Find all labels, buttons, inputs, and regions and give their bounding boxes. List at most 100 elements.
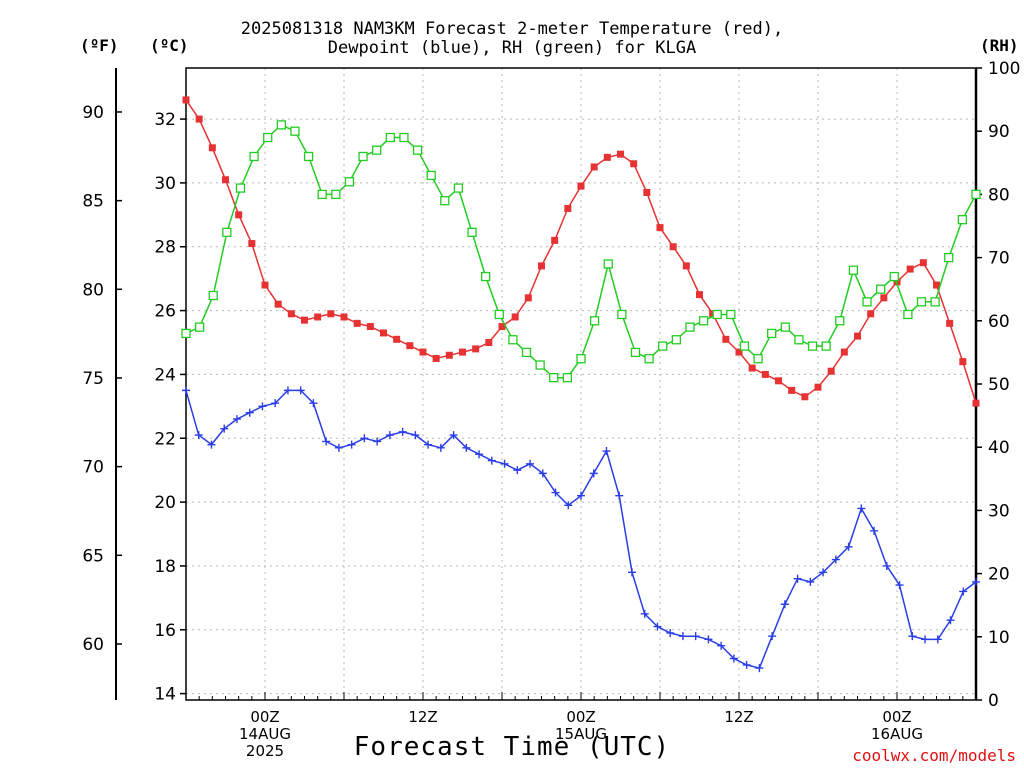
data-point [445, 351, 453, 359]
data-point [331, 189, 341, 200]
data-point [235, 211, 243, 219]
data-point [334, 443, 343, 452]
data-point [449, 431, 458, 440]
data-point [296, 386, 305, 395]
data-point [627, 568, 636, 577]
rh-tick-label: 50 [988, 375, 1010, 395]
data-point [207, 440, 216, 449]
data-point [729, 654, 738, 663]
data-point [432, 354, 440, 362]
data-point [406, 342, 414, 350]
celsius-tick-label: 24 [154, 365, 176, 385]
data-point [889, 271, 899, 282]
data-point [500, 459, 509, 468]
celsius-tick-label: 28 [154, 238, 176, 258]
x-tick-label: 12Z [408, 708, 437, 726]
data-point [698, 316, 709, 326]
data-point [755, 664, 764, 673]
rh-tick-label: 100 [988, 59, 1020, 79]
data-point [844, 542, 853, 551]
data-point [424, 440, 433, 449]
data-point [735, 348, 743, 356]
fahrenheit-tick-label: 60 [82, 635, 104, 655]
data-point [194, 431, 203, 440]
data-point [222, 176, 229, 184]
data-point [498, 323, 506, 331]
data-point [959, 358, 967, 366]
data-point [283, 386, 292, 395]
data-point [748, 364, 756, 372]
data-point [862, 297, 872, 307]
plot-frame [185, 67, 977, 701]
data-point [880, 294, 888, 302]
data-point [933, 635, 942, 644]
data-point [562, 373, 573, 383]
data-point [946, 319, 954, 327]
rh-tick-label: 60 [988, 312, 1010, 332]
data-point [691, 632, 700, 641]
celsius-tick-label: 32 [154, 110, 176, 130]
data-point [590, 163, 598, 171]
data-point [946, 616, 955, 625]
celsius-axis-unit: (ºC) [150, 36, 189, 55]
fahrenheit-tick-label: 80 [82, 280, 104, 300]
data-point [685, 322, 695, 332]
data-point [222, 227, 232, 237]
data-point [895, 581, 904, 590]
credit-text: coolwx.com/models [852, 746, 1016, 765]
data-point [780, 322, 790, 332]
data-point [549, 373, 559, 383]
data-point [182, 96, 190, 104]
data-point [908, 632, 917, 641]
data-point [867, 310, 875, 318]
data-point [426, 170, 436, 181]
data-point [656, 224, 664, 232]
data-point [577, 182, 585, 190]
data-point [487, 456, 496, 465]
x-tick-label: 14AUG [239, 725, 291, 743]
celsius-tick-label: 16 [154, 621, 176, 641]
x-axis-label: Forecast Time (UTC) [353, 732, 671, 762]
rh-tick-label: 90 [988, 122, 1010, 142]
data-point [309, 399, 318, 408]
data-point [972, 399, 980, 407]
rh-tick-label: 40 [988, 438, 1010, 458]
data-point [314, 313, 322, 321]
data-point [761, 370, 769, 378]
x-tick-label: 12Z [724, 708, 753, 726]
x-tick-label: 2025 [246, 742, 284, 760]
chart-title-line-1: 2025081318 NAM3KM Forecast 2-meter Tempe… [240, 19, 784, 39]
data-point [301, 316, 308, 324]
data-point [704, 635, 713, 644]
data-point [511, 313, 519, 321]
data-point [526, 459, 535, 468]
data-point [726, 309, 736, 320]
data-point [551, 236, 559, 244]
data-point [303, 151, 314, 162]
data-point [919, 259, 927, 267]
data-point [576, 354, 586, 364]
data-point [775, 377, 782, 385]
data-point [436, 443, 445, 452]
data-point [564, 501, 573, 510]
data-point [475, 450, 484, 459]
celsius-tick-label: 20 [154, 493, 176, 513]
data-point [208, 290, 218, 301]
data-point [653, 622, 662, 631]
data-point [538, 469, 547, 478]
rh-tick-label: 80 [988, 185, 1010, 205]
data-point [793, 574, 802, 583]
data-point [617, 309, 627, 320]
fahrenheit-axis-unit: (ºF) [80, 36, 119, 55]
data-point [485, 339, 493, 347]
data-point [630, 160, 638, 168]
data-point [602, 447, 611, 456]
data-point [287, 310, 295, 318]
data-point [857, 504, 866, 513]
data-point [821, 341, 831, 351]
fahrenheit-tick-label: 90 [82, 103, 104, 123]
data-point [508, 335, 518, 345]
data-point [831, 555, 840, 564]
x-tick-label: 15AUG [555, 725, 607, 743]
